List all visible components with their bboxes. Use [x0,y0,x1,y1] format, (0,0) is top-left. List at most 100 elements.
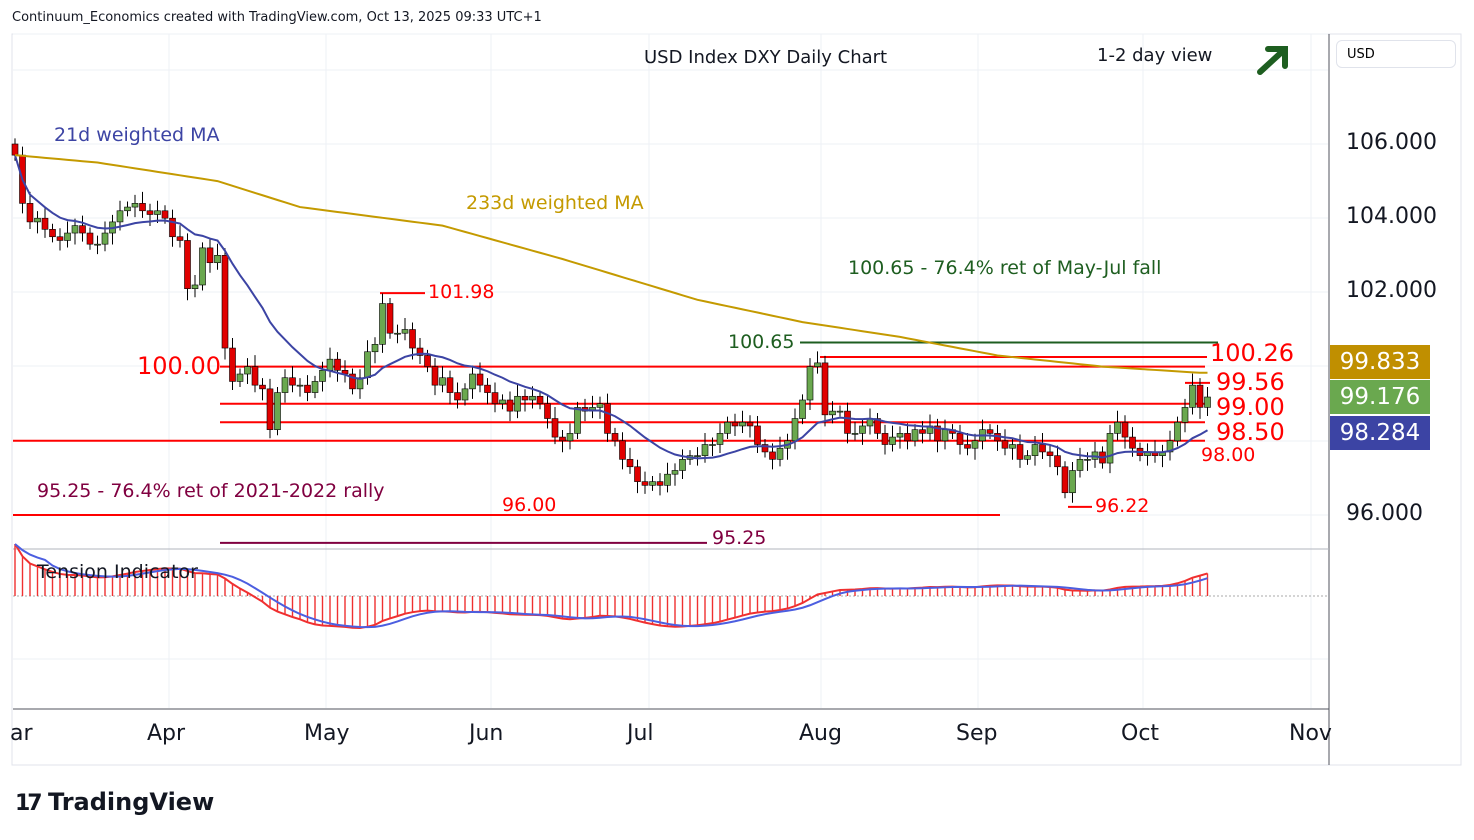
candle-down [536,395,544,404]
candle-up [371,344,379,353]
candle-down [611,433,619,442]
candle-down [86,232,94,245]
candle-down [551,418,559,438]
candle-down [139,203,146,212]
level-96-22: 96.22 [1095,495,1150,517]
currency-selector[interactable]: USD [1336,40,1456,68]
candle-up [1174,421,1181,442]
candle-down [206,247,214,264]
candle-up [859,425,866,434]
tv-logo-icon: 17 [15,791,43,816]
candle-down [334,358,341,371]
candle-up [724,421,731,434]
candle-down [289,377,296,386]
candle-down [641,481,649,486]
x-tick-label: Jun [469,721,504,746]
candle-down [446,377,454,393]
candle-down [934,425,941,442]
candle-up [244,366,251,375]
arrow-up-right-icon [1257,46,1288,75]
candle-down [1061,466,1069,494]
candle-down [424,355,431,367]
y-tick-label: 102.000 [1346,278,1437,304]
level-98-00: 98.00 [1201,444,1256,466]
candle-down [986,429,994,434]
candle-up [439,377,446,386]
candle-down [746,421,754,427]
x-tick-label: May [304,721,350,746]
level-95-25: 95.25 [712,527,767,549]
candle-up [679,459,686,471]
level-101-98: 101.98 [428,281,495,303]
candle-up [701,444,709,456]
candle-up [296,384,304,387]
candle-up [791,418,799,442]
fib-annotation-2: 95.25 - 76.4% ret of 2021-2022 rally [37,480,385,502]
ma21-label: 21d weighted MA [54,124,220,146]
candle-down [1121,421,1129,438]
candle-up [64,232,71,241]
candle-up [131,203,139,208]
candle-up [829,410,836,416]
candle-down [731,421,739,427]
candle-up [814,362,821,367]
candle-down [79,225,86,234]
ma21-line [14,154,1209,460]
x-tick-label: Aug [799,721,842,746]
candle-up [664,473,671,486]
candle-up [461,388,469,401]
ma233-price-badge: 99.833 [1330,345,1430,379]
candle-down [769,451,776,460]
tradingview-logo[interactable]: 17 TradingView [15,788,214,816]
candle-up [394,332,401,335]
candle-up [34,217,41,223]
candle-up [694,455,701,457]
candle-down [161,210,169,219]
candle-down [1001,440,1009,449]
indicator-signal-line [14,543,1208,629]
candle-up [806,366,814,401]
candle-down [904,433,911,442]
candle-up [671,470,679,475]
candle-up [941,429,949,442]
candle-up [836,410,844,413]
y-tick-label: 96.000 [1346,501,1423,526]
candle-down [619,440,626,460]
ma233-line [14,154,1208,374]
candle-down [184,240,191,289]
candle-down [626,459,634,468]
candle-up [709,444,716,446]
candle-up [191,284,199,289]
level-100-00: 100.00 [137,352,221,380]
candle-up [799,399,806,419]
candle-down [956,433,964,445]
candle-down [266,388,274,430]
candle-down [304,384,311,393]
candle-down [964,444,971,449]
candle-up [401,329,409,334]
candle-up [1181,407,1189,423]
candle-down [409,329,416,349]
candle-up [356,377,364,390]
candle-down [349,373,356,390]
y-tick-label: 106.000 [1346,130,1437,155]
candle-up [889,436,896,445]
candle-up [71,225,79,234]
x-tick-label: Jul [627,721,654,746]
level-99-56: 99.56 [1216,368,1285,396]
candle-down [656,481,664,486]
candle-up [236,373,244,382]
candle-up [896,433,904,438]
candle-up [1114,421,1121,434]
candle-up [326,358,334,371]
candle-up [1084,459,1091,461]
candle-down [1046,451,1054,456]
attribution: Continuum_Economics created with Trading… [12,10,542,25]
x-tick-label: Oct [1121,721,1160,746]
candle-up [529,395,536,401]
candle-down [634,466,641,482]
candle-up [1106,433,1114,464]
candle-up [94,243,101,246]
